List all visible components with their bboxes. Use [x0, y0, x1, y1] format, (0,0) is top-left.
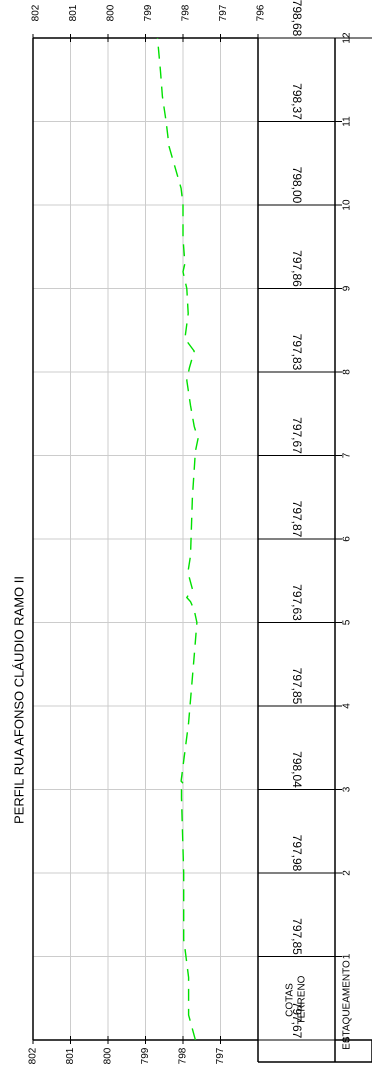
cota-value: 797,67 [290, 1002, 304, 1039]
station-label-5: 5 [342, 619, 353, 625]
station-label-7: 7 [342, 452, 353, 458]
data-table: 797,67 797,85 797,98 798,04 797,85 797,63 797,… [257, 0, 372, 1063]
station-label-10: 10 [342, 199, 353, 211]
station-label-6: 6 [342, 536, 353, 542]
elev-label-top: 799 [143, 4, 154, 21]
cota-value: 798,37 [290, 83, 304, 120]
station-label-3: 3 [342, 786, 353, 792]
elev-label-top: 802 [31, 4, 42, 21]
cota-value: 797,85 [290, 668, 304, 705]
cota-value: 797,98 [290, 835, 304, 872]
station-label-11: 11 [342, 116, 353, 127]
station-label-1: 1 [342, 953, 353, 959]
elev-label-bottom: 799 [140, 1047, 151, 1064]
estaqueamento-label: ESTAQUEAMENTO [342, 960, 353, 1050]
cota-value: 797,85 [290, 918, 304, 955]
terrain-line [156, 37, 199, 1041]
terrain-series [156, 37, 199, 1041]
elev-label-top: 796 [256, 4, 267, 21]
elev-label-bottom: 801 [65, 1047, 76, 1064]
elev-label-bottom: 800 [103, 1047, 114, 1064]
terreno-label: TERRENO [297, 975, 308, 1024]
grid-lines [32, 37, 259, 1041]
station-label-8: 8 [342, 369, 353, 375]
elev-label-bottom: 798 [178, 1047, 189, 1064]
cota-value: 798,00 [290, 167, 304, 204]
cota-value: 798,68 [290, 0, 304, 37]
cota-value: 798,04 [290, 751, 304, 788]
elev-label-top: 800 [106, 4, 117, 21]
elev-label-bottom: 802 [28, 1047, 39, 1064]
station-label-9: 9 [342, 285, 353, 291]
cota-value: 797,67 [290, 417, 304, 454]
elev-label-bottom: 797 [215, 1047, 226, 1064]
elev-label-top: 797 [218, 4, 229, 21]
cota-value: 797,86 [290, 250, 304, 287]
station-label-12: 12 [342, 32, 353, 44]
cota-value: 797,83 [290, 334, 304, 371]
station-label-2: 2 [342, 870, 353, 876]
elev-label-top: 801 [68, 4, 79, 21]
cotas-label: COTAS [285, 983, 296, 1017]
chart-labels: COTAS TERRENO ESTAQUEAMENTO PERFIL RUA AFON… [11, 576, 352, 1050]
cota-value: 797,87 [290, 501, 304, 538]
elev-label-top: 798 [181, 4, 192, 21]
chart-title: PERFIL RUA AFONSO CLÁUDIO RAMO II [11, 576, 26, 824]
station-label-4: 4 [342, 703, 353, 709]
station-label-0: 0 [342, 1037, 353, 1043]
cota-value: 797,63 [290, 584, 304, 621]
